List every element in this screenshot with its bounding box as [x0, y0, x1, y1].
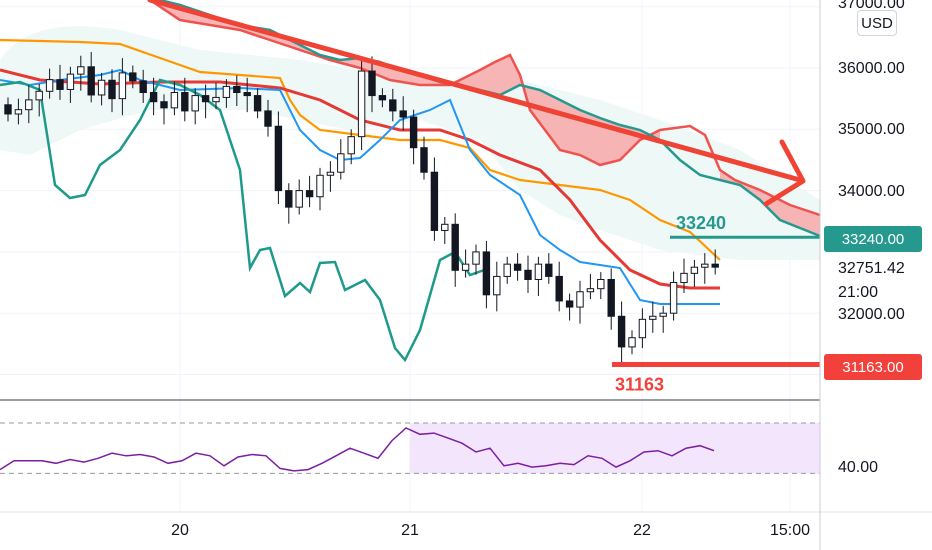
price-axis-tick: 35000.00 — [838, 121, 905, 138]
candle-body — [389, 99, 397, 112]
cloud-upper-edge — [149, 0, 821, 217]
candle-body — [160, 101, 168, 109]
candle-body — [441, 223, 449, 231]
candle-body — [357, 70, 366, 138]
candle-body — [586, 288, 595, 293]
lagging-span-line — [0, 78, 491, 363]
trend-arrow-head — [763, 139, 806, 207]
candle-body — [524, 269, 532, 280]
candle-body — [649, 315, 657, 320]
candle-body — [316, 174, 324, 198]
support-badge-text: 31163.00 — [842, 359, 903, 376]
candle-body — [680, 272, 688, 284]
candle-body — [347, 136, 355, 155]
candle-body — [451, 223, 459, 271]
candle-body — [87, 66, 95, 96]
support-badge[interactable] — [824, 354, 922, 380]
candle-body — [461, 263, 470, 271]
candle-body — [170, 92, 179, 109]
price-axis-tick: 32000.00 — [838, 306, 905, 323]
current-price-label: 32751.42 — [838, 260, 905, 277]
candle-body — [201, 95, 210, 103]
candle-body — [274, 125, 283, 192]
candle-body — [378, 95, 387, 101]
candle-body — [669, 282, 678, 314]
candle-body — [493, 275, 501, 296]
candle-body — [628, 337, 636, 348]
candle-body — [597, 278, 605, 290]
candle-body — [212, 96, 220, 103]
resistance-label: 33240 — [676, 213, 726, 233]
support-label: 31163 — [615, 375, 664, 395]
candle-body — [35, 90, 43, 101]
conversion-line — [0, 38, 721, 261]
candle-body — [108, 79, 116, 100]
candle-body — [14, 109, 23, 115]
candle-body — [129, 72, 137, 82]
candle-body — [472, 251, 480, 265]
candle-body — [607, 278, 615, 317]
candle-body — [233, 85, 241, 94]
candle-body — [534, 263, 543, 280]
candle-body — [337, 153, 345, 173]
candle-body — [555, 275, 563, 302]
candle-body — [513, 263, 522, 271]
candle-body — [56, 79, 64, 90]
candle-body — [368, 70, 376, 97]
price-axis-tick: 36000.00 — [838, 60, 905, 77]
resistance-badge-text: 33240.00 — [842, 231, 905, 248]
candle-body — [285, 190, 293, 208]
candle-body — [565, 300, 574, 308]
cloud-halo — [0, 26, 820, 260]
candle-body — [295, 190, 303, 208]
candle-body — [576, 291, 584, 308]
candle-body — [149, 92, 158, 103]
candle-body — [243, 92, 251, 97]
candle-body — [482, 251, 491, 296]
candle-body — [66, 73, 75, 90]
candle-body — [503, 263, 511, 277]
base-line — [0, 68, 720, 305]
candle-body — [617, 315, 626, 348]
bar-countdown: 21:00 — [838, 284, 878, 301]
price-axis-tick: 34000.00 — [838, 183, 905, 200]
rsi-band — [410, 423, 820, 474]
candle-body — [222, 85, 231, 98]
candle-body — [181, 92, 189, 112]
candle-body — [430, 171, 439, 231]
candle-body — [264, 110, 272, 127]
candle-body — [118, 72, 127, 100]
time-axis-tick: 20 — [171, 522, 189, 539]
time-axis-tick: 15:00 — [770, 522, 810, 539]
candle-body — [253, 95, 262, 112]
candle-body — [659, 312, 667, 317]
candle-body — [45, 79, 54, 92]
candle-body — [545, 263, 553, 277]
candle-body — [701, 263, 709, 268]
candle-body — [326, 171, 335, 176]
candle-body — [420, 147, 428, 173]
candle-body — [409, 116, 418, 149]
candle-body — [191, 95, 199, 112]
candle-body — [638, 318, 647, 339]
rsi-line — [0, 427, 715, 472]
trend-arrow-line — [147, 0, 803, 183]
candle-body — [77, 66, 85, 75]
time-axis-tick: 21 — [401, 522, 419, 539]
price-axis-tick: 40.00 — [838, 459, 878, 476]
time-axis-tick: 22 — [633, 522, 651, 539]
candle-body — [305, 190, 314, 198]
candle-body — [399, 110, 407, 118]
candle-body — [139, 80, 147, 94]
candle-body — [4, 104, 12, 115]
candle-body — [690, 266, 699, 274]
price-axis-tick: 37000.00 — [838, 0, 905, 12]
currency-button[interactable]: USD — [857, 10, 897, 36]
candle-body — [97, 79, 106, 96]
candle-body — [711, 263, 719, 268]
candle-body — [25, 99, 33, 111]
resistance-badge[interactable] — [824, 226, 922, 252]
cloud-lower-edge — [159, 0, 821, 238]
